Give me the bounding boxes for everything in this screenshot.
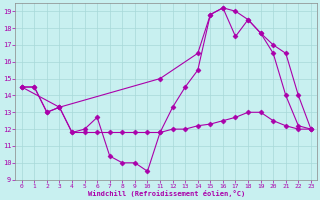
X-axis label: Windchill (Refroidissement éolien,°C): Windchill (Refroidissement éolien,°C) [88, 190, 245, 197]
